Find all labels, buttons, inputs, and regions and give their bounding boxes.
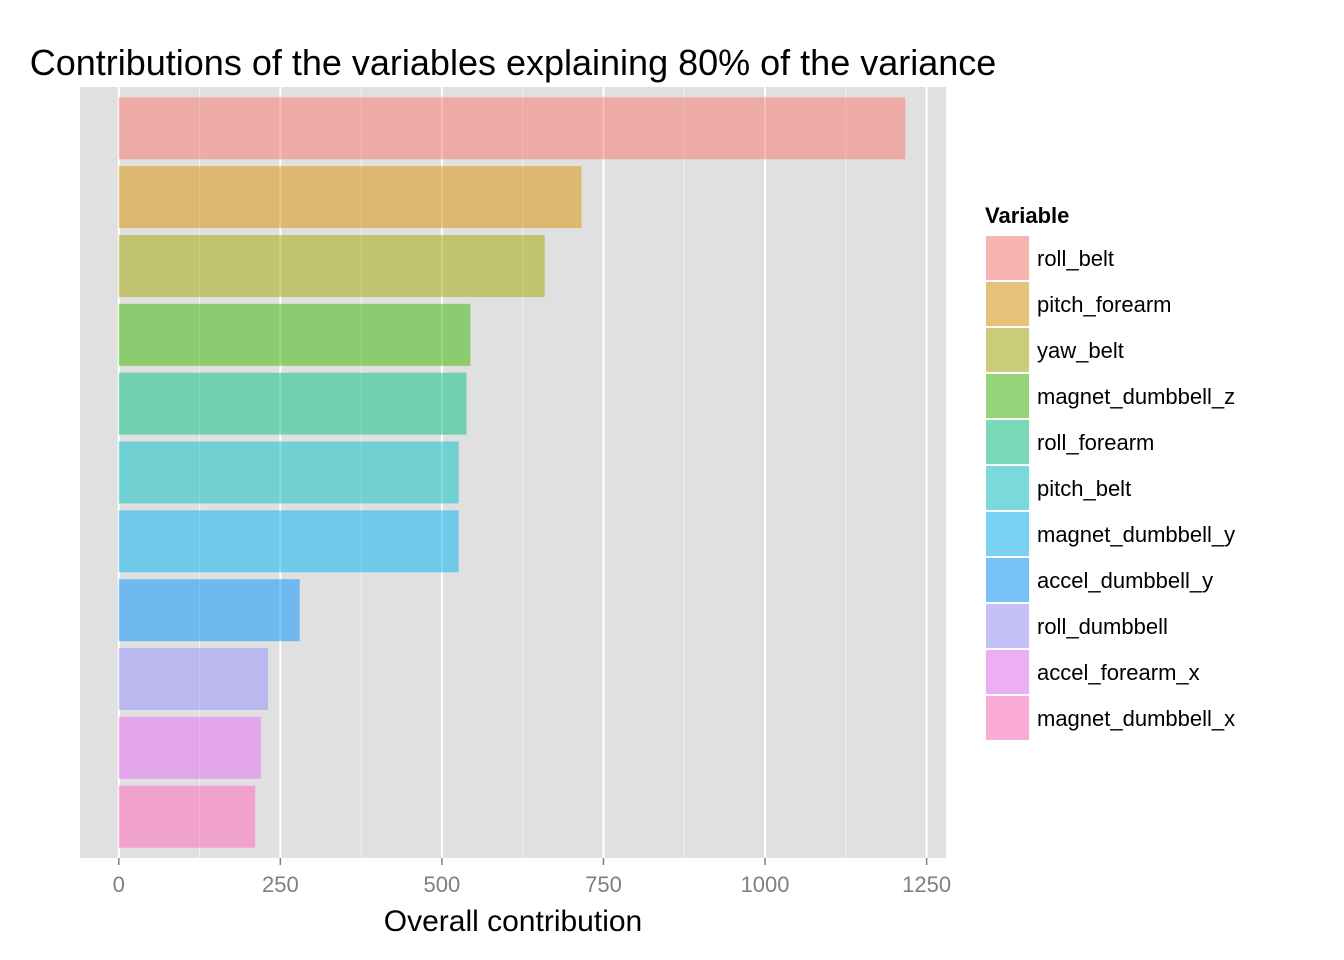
bar-accel-dumbbell-y [118, 579, 300, 642]
legend: Variable roll_belt pitch_forearm yaw_beltm… [984, 203, 1235, 742]
bar-accel-forearm-x [118, 716, 261, 779]
legend-label-pitch-forearm: pitch_forearm [1037, 292, 1172, 317]
x-tick-label: 1250 [902, 872, 951, 897]
legend-label-pitch-belt: pitch_belt [1037, 476, 1131, 501]
legend-label-accel-forearm-x: accel_forearm_x [1037, 660, 1200, 685]
bar-roll-belt [118, 97, 906, 160]
legend-swatch-yaw-belt [986, 328, 1029, 372]
bar-pitch-forearm [118, 166, 582, 229]
x-axis-title: Overall contribution [384, 905, 642, 938]
x-tick-label: 500 [424, 872, 461, 897]
bar-pitch-belt [118, 441, 459, 504]
bar-magnet-dumbbell-x [118, 785, 256, 848]
legend-swatch-magnet-dumbbell-y [986, 512, 1029, 556]
bars [118, 97, 906, 848]
legend-swatch-pitch-belt [986, 466, 1029, 510]
legend-title: Variable [985, 203, 1069, 228]
legend-swatch-pitch-forearm [986, 282, 1029, 326]
bar-magnet-dumbbell-y [118, 510, 459, 573]
legend-label-magnet-dumbbell-x: magnet_dumbbell_x [1037, 706, 1235, 731]
legend-swatch-magnet-dumbbell-z [986, 374, 1029, 418]
legend-label-magnet-dumbbell-z: magnet_dumbbell_z [1037, 384, 1235, 409]
x-axis: 0 250 500 750 1000 1250 [113, 858, 951, 897]
legend-swatch-roll-dumbbell [986, 604, 1029, 648]
bar-yaw-belt [118, 235, 545, 297]
legend-swatch-accel-dumbbell-y [986, 558, 1029, 602]
legend-swatch-accel-forearm-x [986, 650, 1029, 694]
chart-title: Contributions of the variables explainin… [30, 42, 997, 83]
x-tick-label: 0 [113, 872, 125, 897]
bar-magnet-dumbbell-z [118, 303, 471, 366]
legend-label-roll-dumbbell: roll_dumbbell [1037, 614, 1168, 639]
x-tick-label: 1000 [741, 872, 790, 897]
bar-roll-dumbbell [118, 648, 269, 710]
legend-swatch-roll-belt [986, 236, 1029, 280]
legend-label-yaw-belt: yaw_belt [1037, 338, 1124, 363]
legend-label-roll-belt: roll_belt [1037, 246, 1114, 271]
legend-swatch-roll-forearm [986, 420, 1029, 464]
x-tick-label: 250 [262, 872, 299, 897]
legend-label-accel-dumbbell-y: accel_dumbbell_y [1037, 568, 1213, 593]
legend-swatch-magnet-dumbbell-x [986, 696, 1029, 740]
bar-roll-forearm [118, 372, 467, 435]
legend-label-magnet-dumbbell-y: magnet_dumbbell_y [1037, 522, 1235, 547]
x-tick-label: 750 [585, 872, 622, 897]
legend-label-roll-forearm: roll_forearm [1037, 430, 1154, 455]
